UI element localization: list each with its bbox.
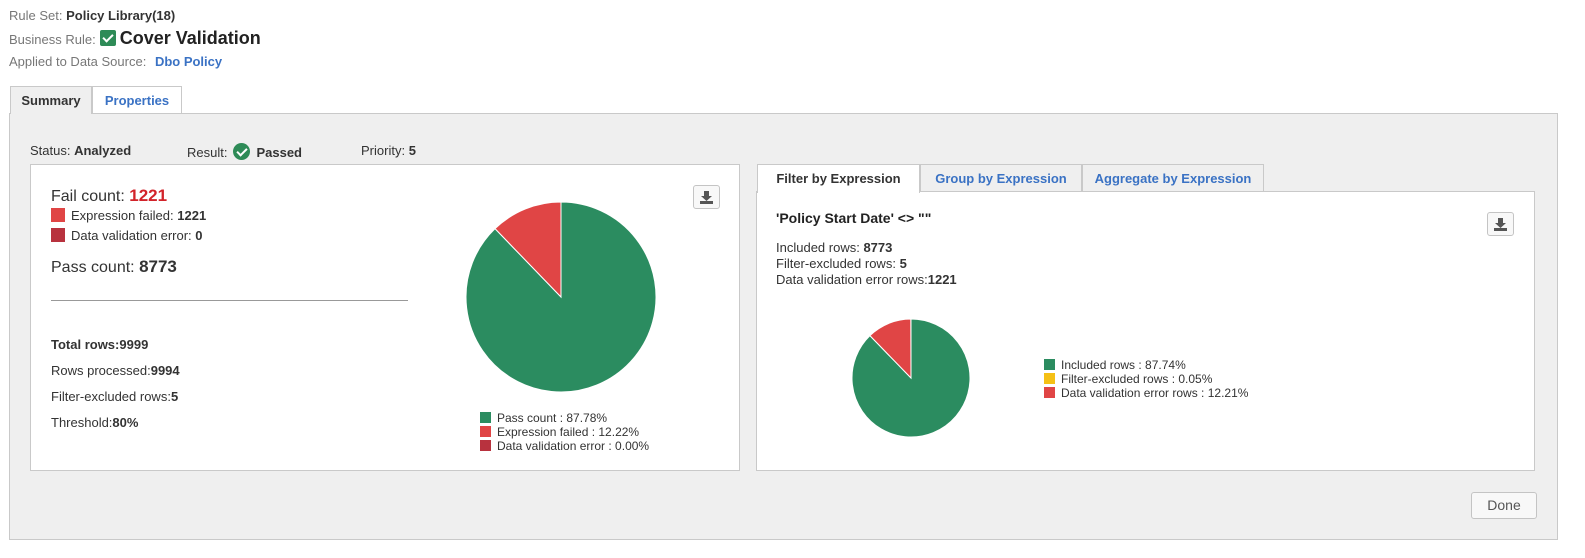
result-field: Result: Passed [187,143,302,160]
expression-card: 'Policy Start Date' <> "" Included rows:… [756,191,1535,471]
data-validation-error-value: 0 [195,228,203,243]
fail-count-label: Fail count: [51,188,125,205]
legend-swatch [1044,373,1055,384]
download-icon [1494,218,1507,231]
legend-swatch [480,440,491,451]
download-icon [700,191,713,204]
expression-download-button[interactable] [1487,212,1514,236]
data-validation-error-label: Data validation error: [71,228,192,243]
pie-slice [869,318,912,380]
summary-pie-legend: Pass count : 87.78% Expression failed : … [480,411,649,453]
filter-excluded-value: 5 [170,389,179,404]
pass-count: Pass count: 8773 [51,257,177,277]
dv-error-rows-label: Data validation error rows: [776,272,928,287]
tab-summary[interactable]: Summary [10,86,92,114]
expr-filter-excluded-label: Filter-excluded rows: [776,256,896,271]
legend-item: Data validation error rows : 12.21% [1044,386,1248,400]
legend-label: Data validation error rows : 12.21% [1061,386,1249,400]
fail-count: Fail count: 1221 [51,186,167,206]
legend-item: Included rows : 87.74% [1044,358,1248,372]
expression-failed-value: 1221 [177,208,207,223]
legend-item: Expression failed : 12.22% [480,425,649,439]
dv-error-rows: Data validation error rows:1221 [776,272,957,287]
legend-swatch [480,426,491,437]
business-rule-label: Business Rule: [9,32,96,47]
expr-filter-excluded-value: 5 [899,256,907,271]
rows-processed-label: Rows processed: [51,363,151,378]
status-label: Status: [30,143,71,158]
tab-aggregate-by-expression[interactable]: Aggregate by Expression [1082,164,1264,192]
priority-field: Priority: 5 [361,143,416,158]
legend-item: Filter-excluded rows : 0.05% [1044,372,1248,386]
expression-failed-label: Expression failed: [71,208,174,223]
tab-properties[interactable]: Properties [92,86,182,114]
rule-set-label: Rule Set: [9,8,63,23]
divider [51,300,408,301]
done-button[interactable]: Done [1471,492,1537,519]
included-rows-label: Included rows: [776,240,860,255]
business-rule-name: Cover Validation [119,28,261,48]
expression-failed-row: Expression failed: 1221 [51,208,206,223]
summary-card: Fail count: 1221 Expression failed: 1221… [30,164,740,471]
expression-pie-chart [851,318,971,438]
status-value: Analyzed [74,143,132,158]
dv-error-rows-value: 1221 [927,272,957,287]
rule-set-line: Rule Set: Policy Library(18) [9,8,175,23]
legend-label: Included rows : 87.74% [1061,358,1186,372]
rule-set-value: Policy Library(18) [66,8,176,23]
filter-excluded-label: Filter-excluded rows: [51,389,171,404]
data-source-label: Applied to Data Source: [9,54,147,69]
filter-excluded-rows: Filter-excluded rows:5 [51,389,178,404]
data-validation-error-row: Data validation error: 0 [51,228,203,243]
result-value: Passed [256,145,303,160]
passed-check-icon [233,143,251,160]
rows-processed: Rows processed:9994 [51,363,180,378]
legend-item: Data validation error : 0.00% [480,439,649,453]
expression-failed-swatch [51,208,65,222]
checkbox-checked-icon [99,30,116,46]
threshold-value: 80% [112,415,139,430]
legend-label: Pass count : 87.78% [497,411,608,425]
total-rows: Total rows:9999 [51,337,148,352]
pie-slice [494,201,562,299]
included-rows: Included rows: 8773 [776,240,892,255]
fail-count-value: 1221 [129,186,168,205]
business-rule-line: Business Rule: Cover Validation [9,28,261,49]
total-rows-label: Total rows: [51,337,120,352]
expression-text: 'Policy Start Date' <> "" [776,210,932,226]
legend-label: Filter-excluded rows : 0.05% [1061,372,1213,386]
download-button[interactable] [693,185,720,209]
tab-group-by-expression[interactable]: Group by Expression [920,164,1082,192]
expression-pie-legend: Included rows : 87.74% Filter-excluded r… [1044,358,1248,400]
priority-value: 5 [408,143,416,158]
status-field: Status: Analyzed [30,143,131,158]
result-label: Result: [187,145,228,160]
data-validation-error-swatch [51,228,65,242]
data-source-line: Applied to Data Source: Dbo Policy [9,54,222,69]
threshold-label: Threshold: [51,415,113,430]
legend-swatch [480,412,491,423]
legend-item: Pass count : 87.78% [480,411,649,425]
included-rows-value: 8773 [863,240,893,255]
legend-swatch [1044,387,1055,398]
tab-filter-by-expression[interactable]: Filter by Expression [757,164,920,193]
pass-count-label: Pass count: [51,259,135,276]
legend-label: Data validation error : 0.00% [497,439,650,453]
pass-count-value: 8773 [139,257,177,276]
summary-pie-chart [465,201,657,393]
legend-swatch [1044,359,1055,370]
total-rows-value: 9999 [119,337,149,352]
legend-label: Expression failed : 12.22% [497,425,640,439]
expr-filter-excluded-rows: Filter-excluded rows: 5 [776,256,907,271]
priority-label: Priority: [361,143,406,158]
threshold: Threshold:80% [51,415,138,430]
rows-processed-value: 9994 [150,363,180,378]
data-source-link[interactable]: Dbo Policy [154,54,223,69]
